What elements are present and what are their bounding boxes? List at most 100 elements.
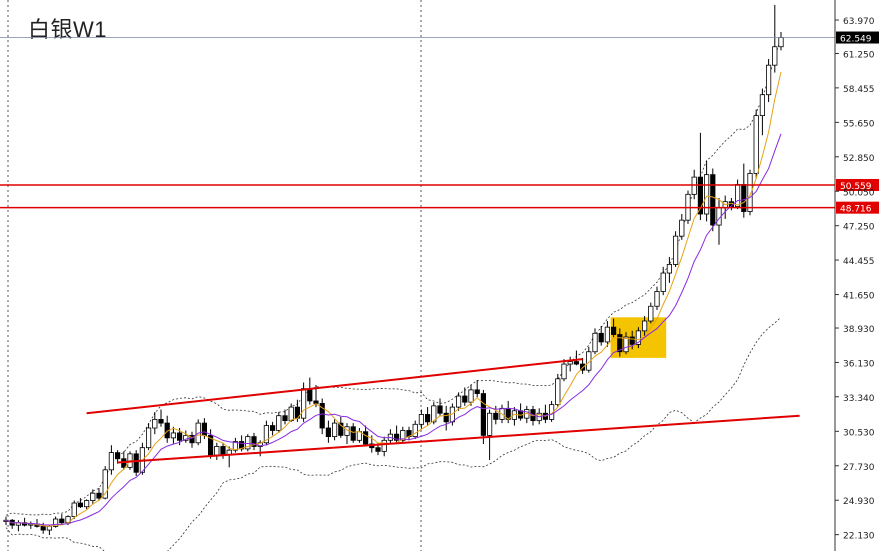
candle-body-up — [735, 184, 741, 208]
candle — [344, 423, 350, 444]
candle-body-up — [549, 404, 555, 420]
candle — [486, 409, 493, 460]
candle — [573, 350, 580, 366]
candle — [412, 420, 418, 440]
candle-body-up — [263, 425, 270, 444]
y-tick-label: 55.650 — [843, 119, 875, 129]
candle-body-down — [220, 446, 226, 456]
candle-body-down — [207, 434, 214, 456]
level-label-bg — [836, 178, 879, 191]
candle — [214, 442, 220, 460]
candle-body-down — [59, 518, 65, 524]
y-tick-label: 33.340 — [843, 394, 875, 404]
candle — [654, 286, 660, 310]
candle-body-up — [331, 422, 338, 438]
candle-body-up — [753, 115, 759, 174]
y-tick-label: 58.455 — [843, 85, 875, 95]
level-label: 48.716 — [840, 205, 872, 215]
candle — [753, 109, 759, 179]
y-tick-label: 44.455 — [843, 257, 875, 267]
candle — [592, 328, 598, 355]
candle-body-down — [269, 425, 276, 431]
grid-lines — [7, 0, 422, 551]
candle — [331, 419, 338, 441]
candle — [226, 446, 232, 468]
candle-body-down — [362, 431, 369, 445]
candle-body-down — [201, 422, 207, 436]
candle-body-down — [437, 405, 443, 414]
candle — [542, 404, 549, 424]
candle — [145, 423, 152, 451]
candle — [679, 214, 685, 240]
candle — [269, 421, 276, 436]
level-label-bg — [836, 201, 879, 214]
y-tick-label: 61.250 — [843, 51, 875, 61]
candle — [598, 325, 604, 346]
candle-body-up — [561, 363, 567, 380]
candle-body-down — [375, 447, 381, 452]
candle-body-down — [77, 502, 83, 508]
level-label: 50.559 — [840, 182, 872, 192]
candle-body-up — [766, 64, 772, 96]
candle-body-up — [642, 320, 648, 332]
candle — [9, 519, 15, 529]
candle — [561, 359, 567, 382]
candle-body-down — [598, 332, 604, 343]
candle-body-up — [511, 410, 518, 420]
candle-body-down — [189, 434, 195, 444]
y-tick-label: 30.530 — [843, 428, 875, 438]
candle — [393, 425, 400, 443]
candle — [772, 4, 778, 73]
candle-body-up — [145, 427, 152, 449]
candle-body-down — [424, 414, 431, 423]
candle-body-down — [350, 426, 356, 441]
candle-body-down — [617, 334, 623, 353]
y-tick-label: 52.850 — [843, 154, 875, 164]
candle-body-up — [418, 414, 425, 425]
candle-body-down — [158, 418, 164, 424]
candle — [400, 426, 406, 443]
candle — [183, 430, 189, 443]
candle — [170, 426, 176, 444]
candle — [338, 416, 344, 438]
candle — [617, 328, 623, 357]
candle — [232, 437, 238, 453]
y-tick-label: 38.930 — [843, 325, 875, 335]
candle-body-up — [704, 174, 710, 215]
candle — [53, 516, 59, 528]
ma-fast — [5, 71, 782, 527]
y-tick-label: 22.130 — [843, 532, 875, 542]
y-tick-label: 36.130 — [843, 359, 875, 369]
candle — [455, 392, 462, 411]
candle-body-up — [276, 415, 282, 431]
bollinger-lower — [5, 317, 782, 551]
candle-body-up — [759, 94, 766, 117]
channel-lines — [86, 358, 800, 464]
candle — [759, 88, 766, 136]
candle — [387, 429, 394, 444]
candle — [90, 489, 96, 505]
candle-body-up — [586, 351, 592, 371]
candle — [152, 412, 158, 435]
candle — [635, 327, 642, 349]
candle — [71, 500, 77, 520]
candle — [673, 231, 679, 267]
candle — [307, 377, 313, 405]
candle-body-down — [393, 433, 400, 441]
candle — [629, 330, 635, 350]
candle-body-up — [592, 332, 598, 353]
candle-body-up — [46, 526, 53, 531]
candle-body-down — [629, 336, 635, 345]
bollinger-bands — [5, 37, 782, 551]
candle — [115, 450, 121, 464]
channel-line-upper — [86, 358, 583, 415]
candle-body-down — [40, 526, 46, 531]
candle-body-down — [133, 453, 139, 473]
candle — [418, 409, 425, 430]
candle-body-up — [381, 439, 387, 452]
candle-body-up — [486, 412, 493, 436]
candle — [623, 332, 629, 355]
candle-body-down — [697, 176, 704, 215]
candle — [319, 398, 325, 435]
